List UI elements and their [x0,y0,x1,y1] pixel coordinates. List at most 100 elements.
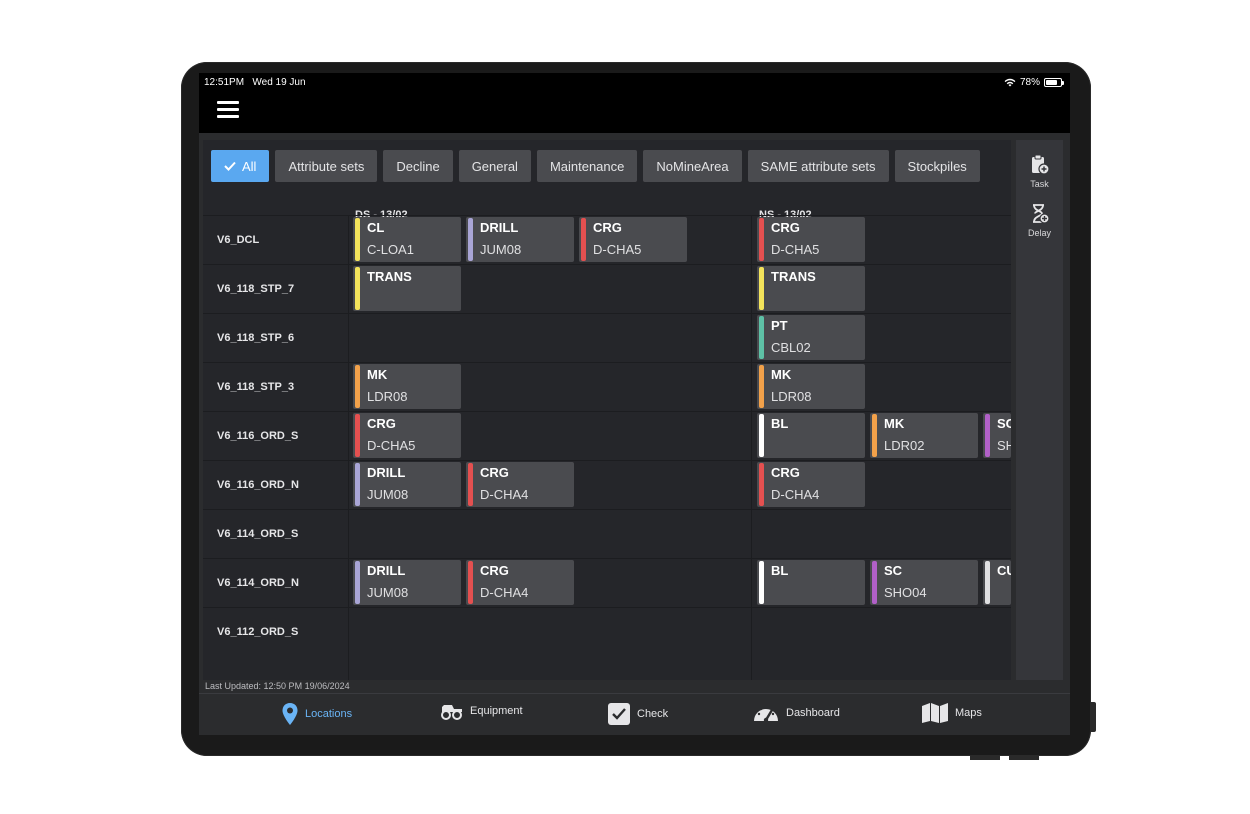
activity-card[interactable]: TRANS [353,266,461,311]
location-row: V6_118_STP_3 [203,362,1011,411]
activity-card[interactable]: DRILL JUM08 [353,462,461,507]
activity-card[interactable]: DRILL JUM08 [466,217,574,262]
filter-chip[interactable]: Decline [383,150,453,182]
hourglass-add-icon [1032,204,1050,224]
filter-chip[interactable]: Stockpiles [894,150,980,182]
location-row: V6_DCL [203,215,1011,264]
activity-card[interactable]: BL [757,413,865,458]
locations-board: All Attribute sets Decline General Maint… [203,140,1011,680]
schedule-grid: DS - 13/02 NS - 13/02 V6_DCL V6_118_STP_7… [203,193,1011,680]
equipment-code: JUM08 [480,242,522,257]
equipment-code: JUM08 [367,487,409,502]
location-row: V6_118_STP_7 [203,264,1011,313]
activity-card[interactable]: TRANS [757,266,865,311]
activity-code: CL [367,220,385,235]
filter-chip[interactable]: NoMineArea [643,150,742,182]
activity-color-bar [872,561,877,604]
equipment-code: LDR02 [884,438,925,453]
location-row-label: V6_118_STP_3 [217,381,295,393]
activity-code: CU [997,563,1011,578]
activity-card[interactable]: CRG D-CHA4 [466,560,574,605]
activity-color-bar [985,414,990,457]
filter-chip[interactable]: Maintenance [536,150,638,182]
activity-color-bar [759,463,764,506]
activity-color-bar [355,414,360,457]
activity-code: MK [884,416,905,431]
activity-card[interactable]: CRG D-CHA4 [466,462,574,507]
tablet-bottom-button [1009,756,1039,760]
filter-chip[interactable]: General [458,150,531,182]
activity-color-bar [872,414,877,457]
location-row-label: V6_116_ORD_N [217,479,299,491]
activity-code: CRG [367,416,396,431]
tab-dashboard[interactable]: Dashboard [752,702,840,724]
activity-card[interactable]: CL C-LOA1 [353,217,461,262]
tab-locations[interactable]: Locations [281,702,352,726]
wifi-icon [1004,78,1016,87]
activity-card[interactable]: BL [757,560,865,605]
activity-code: MK [367,367,388,382]
status-indicators: 78% [1004,77,1064,88]
app-screen: 12:51PM Wed 19 Jun 78% All Attribute set… [199,73,1070,735]
filter-chip[interactable]: Attribute sets [275,150,378,182]
activity-code: DRILL [367,563,406,578]
activity-card[interactable]: MK LDR02 [870,413,978,458]
activity-color-bar [759,218,764,261]
location-row: V6_116_ORD_S [203,411,1011,460]
activity-color-bar [355,365,360,408]
tab-maps[interactable]: Maps [921,702,982,724]
hamburger-menu-icon[interactable] [217,101,239,119]
activity-code: CRG [771,465,800,480]
filter-chip[interactable]: SAME attribute sets [747,150,889,182]
activity-card[interactable]: SC SH [983,413,1011,458]
activity-card[interactable]: MK LDR08 [757,364,865,409]
bottom-tab-bar: Locations Equipment Check [199,693,1070,735]
activity-code: CRG [480,563,509,578]
activity-card[interactable]: CRG D-CHA5 [353,413,461,458]
task-button[interactable]: Task [1016,154,1063,189]
activity-card[interactable]: CRG D-CHA5 [579,217,687,262]
activity-card[interactable]: CU [983,560,1011,605]
equipment-code: SH [997,438,1011,453]
equipment-code: D-CHA4 [480,487,529,502]
activity-code: TRANS [771,269,816,284]
tab-locations-label: Locations [305,708,353,720]
activity-color-bar [355,267,360,310]
equipment-code: D-CHA5 [771,242,820,257]
activity-code: SC [997,416,1011,431]
activity-code: TRANS [367,269,412,284]
status-date: Wed 19 Jun [252,77,306,88]
activity-code: CRG [771,220,800,235]
tablet-bottom-button [970,756,1000,760]
equipment-code: JUM08 [367,585,409,600]
activity-color-bar [468,218,473,261]
activity-card[interactable]: DRILL JUM08 [353,560,461,605]
activity-color-bar [985,561,990,604]
tab-check[interactable]: Check [607,702,668,726]
checkmark-icon [224,161,236,171]
activity-card[interactable]: MK LDR08 [353,364,461,409]
activity-code: SC [884,563,903,578]
tab-dashboard-label: Dashboard [786,707,840,719]
activity-color-bar [468,561,473,604]
activity-code: MK [771,367,792,382]
battery-icon [1044,78,1064,87]
status-time: 12:51PM Wed 19 Jun [204,77,306,88]
activity-card[interactable]: CRG D-CHA4 [757,462,865,507]
activity-card[interactable]: CRG D-CHA5 [757,217,865,262]
activity-card[interactable]: PT CBL02 [757,315,865,360]
location-row: V6_112_ORD_S [203,607,1011,656]
tab-equipment[interactable]: Equipment [440,702,523,720]
filter-all-button[interactable]: All [211,150,270,182]
activity-code: CRG [593,220,622,235]
filter-bar: All Attribute sets Decline General Maint… [211,150,980,182]
activity-color-bar [355,561,360,604]
tab-equipment-label: Equipment [470,705,523,717]
location-row-label: V6_114_ORD_N [217,577,299,589]
delay-button[interactable]: Delay [1016,203,1063,238]
task-label: Task [1030,179,1049,189]
activity-card[interactable]: SC SHO04 [870,560,978,605]
activity-color-bar [759,365,764,408]
location-row: V6_118_STP_6 [203,313,1011,362]
equipment-code: CBL02 [771,340,811,355]
